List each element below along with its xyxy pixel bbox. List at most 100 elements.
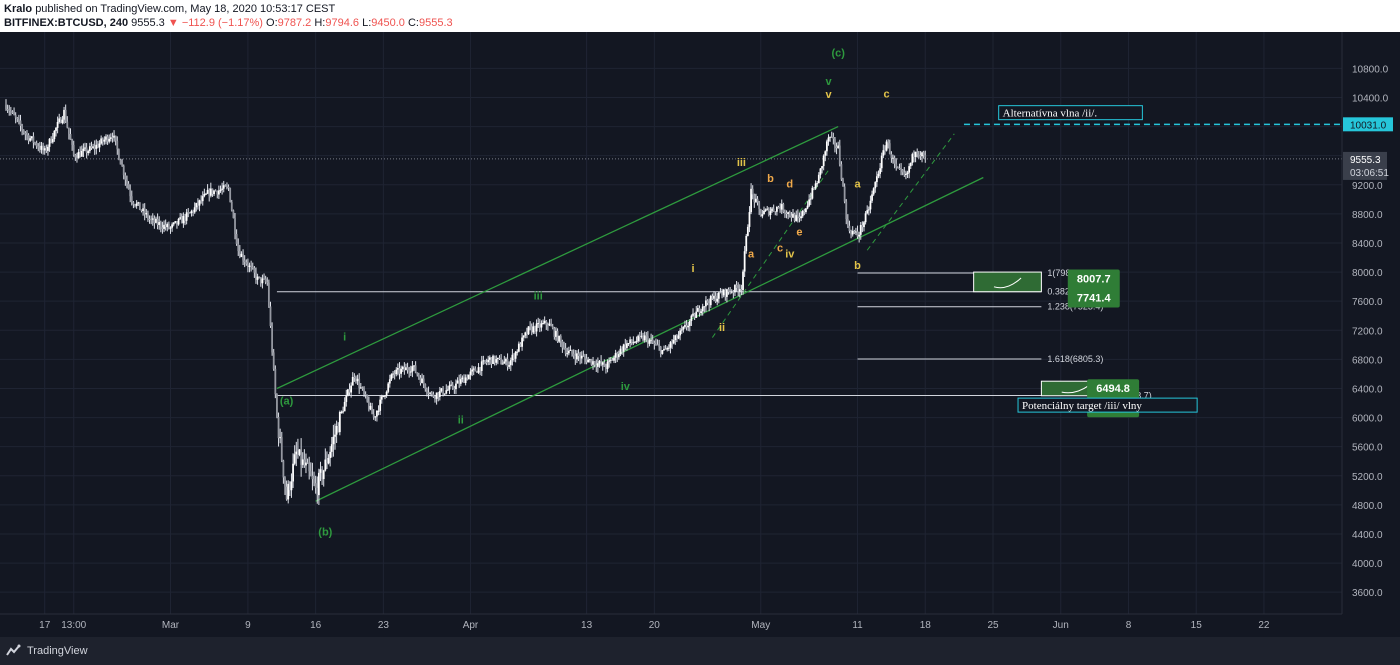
wave-label: iv	[785, 249, 795, 261]
candle-body	[348, 389, 351, 393]
candle-body	[76, 157, 78, 159]
candle-body	[124, 175, 127, 180]
candle-body	[856, 231, 859, 237]
candle-body	[63, 109, 65, 120]
candle-body	[884, 150, 886, 152]
candle-body	[671, 342, 673, 344]
candle-body	[606, 361, 609, 369]
candle-body	[111, 137, 114, 139]
candle-body	[171, 224, 174, 228]
candle-body	[574, 355, 577, 360]
candle-body	[324, 459, 327, 471]
candle-body	[551, 326, 554, 329]
wave-label: iii	[737, 157, 746, 169]
candle-body	[842, 179, 844, 187]
candle-body	[896, 167, 899, 169]
candle-body	[640, 335, 643, 337]
candle-body	[337, 425, 340, 433]
candle-body	[38, 147, 41, 150]
candle-body	[297, 451, 299, 455]
candle-body	[322, 470, 325, 480]
candle-body	[327, 458, 330, 464]
candle-body	[380, 396, 383, 400]
candle-body	[5, 104, 7, 110]
tradingview-logo-icon[interactable]	[6, 644, 22, 658]
candle-body	[113, 135, 115, 138]
candle-body	[822, 155, 825, 167]
candle-body	[713, 295, 715, 299]
x-tick-label: Mar	[162, 620, 180, 631]
wave-label: (b)	[318, 526, 332, 538]
candle-body	[753, 194, 756, 202]
candle-body	[771, 208, 773, 212]
candle-body	[34, 142, 36, 144]
candle-body	[16, 117, 19, 120]
candle-body	[701, 306, 704, 312]
candle-body	[711, 295, 714, 299]
candle-body	[805, 208, 807, 213]
candle-body	[143, 208, 146, 215]
candle-body	[834, 138, 836, 147]
candle-body	[751, 188, 754, 195]
candle-body	[250, 265, 253, 267]
candle-body	[67, 127, 70, 134]
candle-body	[53, 130, 56, 140]
annotation-text: Potenciálny target /iii/ vlny	[1022, 400, 1142, 412]
candle-body	[451, 384, 454, 389]
candle-body	[377, 410, 380, 412]
candle-body	[42, 145, 44, 151]
wave-label: a	[854, 179, 861, 191]
x-tick-label: 9	[245, 620, 251, 631]
candle-body	[55, 127, 57, 131]
tradingview-brand[interactable]: TradingView	[27, 645, 88, 657]
time-axis[interactable]: 17 13:00 Mar 9 16 23 Apr 13 20 May 11 18 25 Jun 8 15 22	[0, 613, 1342, 631]
price-chart[interactable]: 0.382(7729.8)0.618(6303.7)1(7987.5)1.238…	[0, 32, 1400, 637]
candle-body	[537, 323, 540, 325]
x-tick-label: 18	[920, 620, 932, 631]
candle-body	[555, 330, 557, 337]
candle-body	[616, 353, 619, 358]
candle-body	[229, 188, 232, 203]
candle-body	[550, 323, 553, 327]
candle-body	[496, 357, 499, 360]
candle-body	[155, 218, 157, 223]
candle-body	[595, 364, 598, 367]
last-price-tag-label: 9555.3	[1350, 155, 1381, 166]
wave-label: i	[691, 263, 694, 275]
candle-body	[813, 187, 815, 189]
candle-body	[66, 121, 69, 128]
candle-body	[809, 198, 812, 200]
candle-body	[829, 136, 832, 138]
candle-body	[461, 377, 464, 380]
price-axis[interactable]: 3600.0 4000.0 4400.0 4800.0 5200.0 5600.0 6000…	[1341, 32, 1400, 637]
candle-body	[780, 204, 783, 210]
callout-top-value: 6494.8	[1096, 383, 1130, 395]
candle-body	[492, 355, 494, 364]
candle-body	[666, 347, 669, 350]
candle-body	[403, 366, 406, 371]
candle-body	[358, 378, 361, 388]
candle-body	[237, 243, 240, 252]
candle-body	[875, 176, 878, 183]
candle-body	[208, 189, 211, 196]
author-name[interactable]: Kralo	[4, 3, 33, 15]
candle-body	[501, 363, 504, 365]
arrow-icon	[993, 277, 1022, 289]
candle-body	[137, 202, 140, 204]
candle-body	[51, 139, 54, 143]
candle-body	[174, 221, 177, 223]
candle-body	[905, 173, 907, 175]
candle-body	[398, 367, 401, 374]
candle-body	[453, 388, 456, 390]
candle-body	[592, 361, 594, 365]
candle-body	[279, 437, 282, 439]
candle-body	[356, 378, 359, 382]
candle-body	[59, 118, 62, 123]
candle-body	[593, 361, 596, 365]
candle-body	[576, 353, 578, 360]
candle-body	[284, 477, 286, 487]
candle-body	[487, 359, 490, 363]
candle-body	[484, 360, 486, 362]
candle-body	[121, 164, 124, 166]
